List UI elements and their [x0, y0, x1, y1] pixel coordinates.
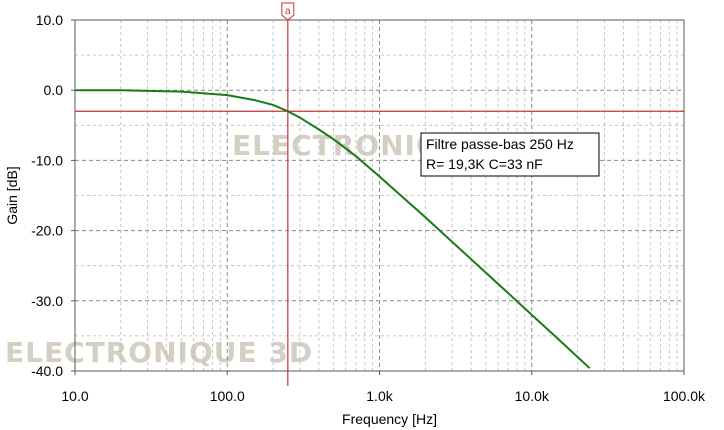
watermark-text: ELECTRONIQUE 3D — [5, 336, 313, 369]
x-tick-label: 100.0 — [210, 388, 245, 404]
x-tick-label: 10.0k — [515, 388, 550, 404]
gain-curve — [75, 89, 591, 369]
y-tick-label: -20.0 — [31, 223, 63, 239]
x-tick-label: 100.0k — [663, 388, 706, 404]
y-axis-title: Gain [dB] — [4, 166, 20, 224]
x-tick-label: 10.0 — [61, 388, 88, 404]
annotation-text: R= 19,3K C=33 nF — [426, 156, 543, 172]
x-axis-title: Frequency [Hz] — [342, 411, 437, 427]
x-tick-label: 1.0k — [366, 388, 393, 404]
cursor-marker-label: a — [285, 6, 291, 17]
cursor-marker-icon — [281, 2, 295, 21]
y-tick-label: 10.0 — [36, 12, 63, 28]
annotation-box — [420, 132, 600, 177]
y-tick-label: -30.0 — [31, 293, 63, 309]
y-tick-label: -10.0 — [31, 152, 63, 168]
y-tick-label: -40.0 — [31, 363, 63, 379]
annotation-text: Filtre passe-bas 250 Hz — [426, 136, 574, 152]
y-tick-label: 0.0 — [44, 82, 64, 98]
